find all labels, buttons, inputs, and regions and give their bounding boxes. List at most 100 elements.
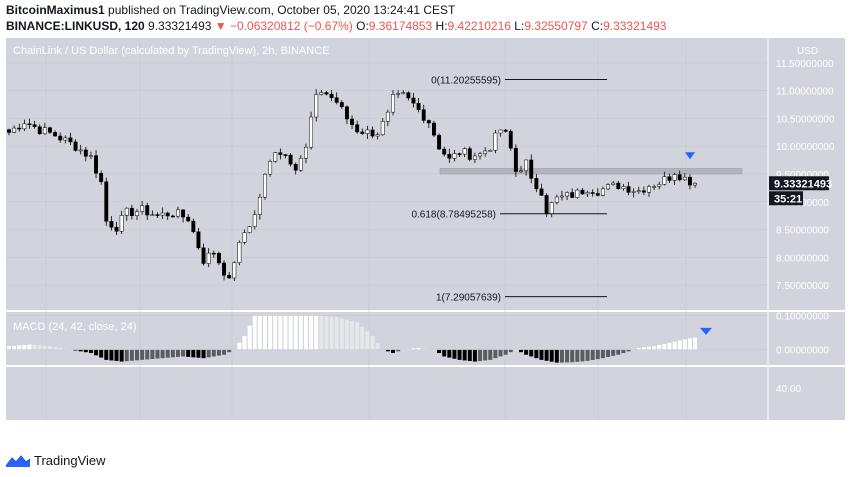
macd-bar (483, 349, 488, 361)
candle-body (631, 191, 636, 193)
macd-bar (396, 349, 401, 352)
candle-body (339, 102, 344, 108)
candle-body (68, 137, 73, 143)
candle-body (365, 129, 370, 134)
open-value: 9.36174853 (368, 19, 433, 33)
candle-body (662, 176, 667, 185)
candle-body (298, 157, 303, 171)
candle-body (611, 182, 616, 185)
candle-body (416, 102, 421, 110)
candle-body (524, 159, 529, 172)
candle-body (94, 155, 98, 174)
candle-body (590, 192, 595, 194)
candle-body (442, 148, 447, 155)
candle-body (519, 170, 523, 173)
candle-body (560, 195, 564, 198)
macd-bar (114, 349, 119, 362)
macd-bar (252, 315, 257, 350)
low-label: L: (514, 19, 525, 33)
candle-body (196, 231, 201, 249)
candle-body (278, 152, 283, 155)
macd-bar (600, 349, 605, 359)
macd-bar (175, 349, 180, 357)
candle-body (493, 132, 498, 151)
candle-body (48, 127, 52, 133)
macd-bar (488, 349, 493, 360)
price-tick-label: 11.00000000 (776, 87, 834, 98)
candle-body (401, 92, 406, 94)
candle-body (73, 141, 78, 151)
candle-body (447, 153, 452, 159)
macd-bar (472, 349, 477, 362)
macd-bar (385, 349, 390, 352)
publish-info: BitcoinMaximus1 published on TradingView… (6, 3, 455, 17)
macd-bar (370, 335, 375, 350)
macd-bar (677, 340, 682, 350)
macd-bar (94, 349, 99, 356)
symbol-info: BINANCE:LINKUSD, 120 9.33321493 ▼ −0.063… (6, 19, 666, 33)
macd-bar (662, 343, 667, 350)
macd-bar (319, 315, 324, 350)
macd-bar (355, 322, 360, 350)
candle-body (211, 252, 216, 255)
candle-body (227, 275, 232, 279)
author-name[interactable]: BitcoinMaximus1 (6, 3, 105, 17)
macd-bar (529, 349, 534, 357)
candle-body (585, 192, 590, 195)
candle-body (503, 129, 508, 132)
candle-body (155, 214, 160, 216)
time-tick-label: 25 (226, 428, 238, 439)
macd-bar (682, 339, 687, 350)
tradingview-footer[interactable]: TradingView (6, 453, 106, 468)
candle-body (657, 184, 662, 187)
candles (7, 89, 698, 281)
macd-bar (524, 349, 529, 355)
candle-body (181, 209, 186, 218)
macd-bar (140, 349, 145, 360)
macd-bar (37, 345, 42, 350)
candle-body (667, 176, 672, 181)
candle-body (329, 93, 334, 98)
macd-bar (298, 315, 303, 350)
macd-bar (462, 349, 467, 361)
candle-body (616, 182, 621, 189)
macd-bar (268, 315, 273, 350)
candle-body (693, 183, 698, 186)
time-tick-label: 28 (363, 428, 375, 439)
macd-bar (375, 342, 380, 350)
candle-body (636, 190, 641, 193)
macd-bar (88, 349, 93, 354)
macd-bar (667, 342, 672, 350)
macd-bar (647, 346, 651, 350)
macd-bar (109, 349, 114, 361)
candle-body (309, 116, 314, 148)
candle-body (565, 192, 570, 197)
candle-body (626, 186, 631, 193)
time-axis[interactable]: 21 23 25 28 Oct 3 5 (40, 428, 689, 439)
macd-bar (339, 318, 344, 350)
price-axis[interactable]: 11.50000000 11.00000000 10.50000000 10.0000… (776, 59, 835, 292)
candle-body (263, 173, 267, 198)
price-tick-label: 8.00000000 (776, 253, 829, 264)
macd-bar (17, 345, 22, 350)
macd-bar (672, 341, 677, 350)
candle-body (344, 106, 349, 120)
macd-bar (534, 349, 539, 359)
macd-bar (621, 349, 626, 354)
macd-bar (503, 349, 508, 355)
candle-body (222, 262, 226, 276)
macd-bar (196, 349, 201, 358)
candle-body (7, 129, 11, 133)
macd-bar (278, 315, 283, 350)
macd-bar (170, 349, 175, 358)
macd-bar (611, 349, 616, 356)
macd-bar (104, 349, 109, 360)
fib-level-label: 1(7.29057639) (436, 293, 501, 304)
candle-body (268, 161, 273, 175)
candle-body (396, 93, 401, 95)
lower-pane-bg (6, 367, 768, 420)
fib-level-label: 0(11.20255595) (431, 75, 501, 86)
macd-bar (391, 349, 395, 354)
macd-bar (216, 349, 221, 356)
